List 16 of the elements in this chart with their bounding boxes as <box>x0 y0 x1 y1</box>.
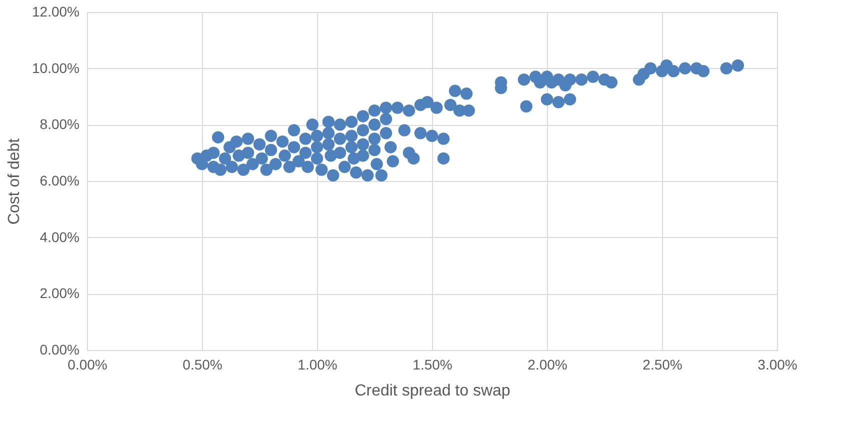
y-axis-title: Cost of debt <box>6 138 24 225</box>
x-tick-label: 3.00% <box>758 356 798 372</box>
y-tick-label: 4.00% <box>40 228 80 245</box>
x-axis-title: Credit spread to swap <box>354 382 510 400</box>
x-tick-label: 0.50% <box>182 356 222 372</box>
y-tick-label: 2.00% <box>40 285 80 302</box>
y-tick-label: 6.00% <box>40 172 80 188</box>
x-tick-label: 1.00% <box>298 356 338 372</box>
y-tick-label: 0.00% <box>40 342 80 358</box>
y-tick-label: 8.00% <box>40 116 80 132</box>
y-tick-label: 12.00% <box>32 4 80 20</box>
y-tick-label: 10.00% <box>32 60 80 76</box>
x-tick-label: 0.00% <box>68 356 108 372</box>
x-tick-label: 2.50% <box>642 356 682 372</box>
x-tick-label: 2.00% <box>528 356 568 372</box>
x-tick-label: 1.50% <box>412 356 452 372</box>
